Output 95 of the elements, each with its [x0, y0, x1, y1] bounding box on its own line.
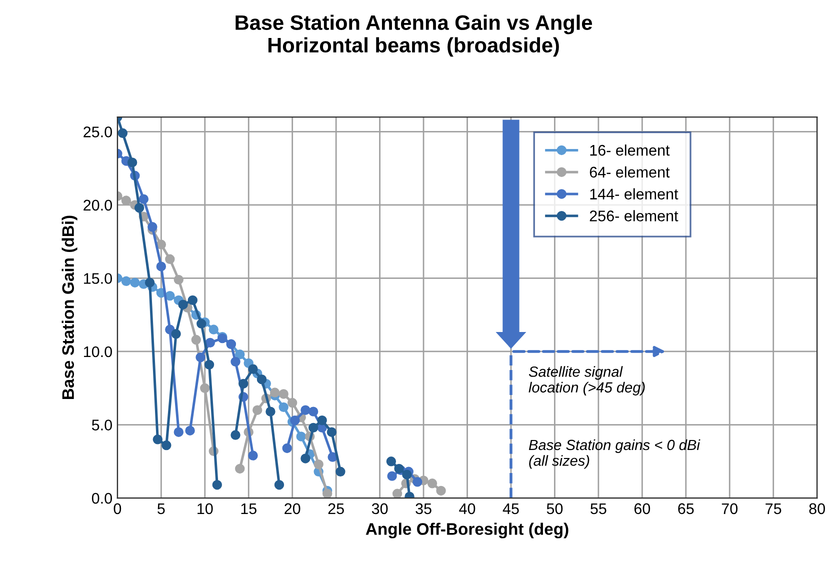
x-tick-label: 75 [766, 503, 782, 514]
point [386, 456, 396, 466]
point [178, 300, 188, 310]
y-axis-title: Base Station Gain (dBi) [62, 216, 78, 400]
point [171, 329, 181, 339]
point [134, 203, 144, 213]
legend-label: 64- element [590, 166, 670, 178]
x-axis-title: Angle Off-Boresight (deg) [366, 522, 568, 538]
point [326, 427, 337, 437]
x-tick-label: 45 [502, 503, 519, 514]
annotation: Base Station gains < 0 dBi (all sizes) [528, 439, 700, 469]
point [174, 274, 184, 285]
y-tick-label: 15.0 [84, 273, 112, 284]
point [174, 427, 184, 437]
point [387, 471, 397, 481]
point [162, 440, 172, 450]
point [156, 262, 166, 272]
point [165, 290, 175, 301]
point [314, 459, 324, 470]
point [392, 488, 402, 498]
point [230, 430, 240, 440]
point [248, 450, 258, 460]
point [196, 352, 206, 362]
point [287, 398, 298, 408]
point [322, 488, 332, 498]
point [148, 222, 158, 232]
annotation: Satellite signal location (>45 deg) [528, 366, 645, 396]
x-tick-label: 50 [546, 503, 563, 514]
x-tick-label: 20 [284, 503, 300, 514]
x-tick-label: 40 [459, 503, 476, 514]
point [235, 350, 245, 360]
point [402, 470, 412, 480]
x-tick-label: 25 [328, 503, 344, 514]
point [191, 334, 202, 345]
point [296, 432, 306, 442]
point [436, 486, 446, 496]
point [208, 324, 218, 334]
x-tick-label: 15 [241, 503, 256, 514]
point [230, 356, 240, 367]
chart-title: Base Station Antenna Gain vs Angle Horizontal beams (broadside) [236, 14, 592, 57]
x-tick-label: 35 [416, 503, 432, 514]
point [127, 158, 138, 168]
legend-label: 144- element [590, 188, 678, 200]
point [196, 318, 206, 329]
legend-label: 16- element [590, 144, 670, 156]
point [278, 389, 288, 399]
point [165, 254, 175, 264]
x-tick-label: 30 [372, 503, 388, 514]
point [130, 278, 140, 288]
point [200, 383, 210, 393]
legend-label: 256- element [590, 210, 678, 222]
point [308, 422, 318, 433]
point [144, 278, 155, 288]
point [282, 443, 292, 454]
point [266, 406, 276, 416]
x-tick-label: 5 [158, 503, 165, 514]
point [270, 388, 280, 398]
point [235, 464, 245, 474]
point [138, 194, 149, 204]
point [274, 480, 284, 490]
x-tick-label: 0 [114, 503, 122, 514]
point [212, 480, 222, 490]
x-tick-label: 65 [678, 503, 694, 514]
y-tick-label: 25.0 [84, 126, 112, 138]
point [248, 364, 258, 374]
point [300, 454, 310, 464]
point [238, 378, 248, 389]
point [336, 466, 346, 477]
point [256, 374, 267, 384]
point [252, 405, 262, 415]
point [121, 276, 132, 286]
point [118, 128, 128, 138]
y-tick-label: 0.0 [92, 492, 112, 504]
point [278, 402, 288, 412]
x-tick-label: 10 [198, 503, 213, 514]
point [308, 406, 318, 416]
point [152, 434, 163, 444]
point [412, 477, 422, 487]
point [121, 196, 132, 206]
x-tick-label: 70 [722, 503, 738, 514]
point [427, 478, 438, 488]
point [188, 295, 198, 306]
point [205, 338, 215, 348]
point [290, 416, 300, 426]
point [317, 416, 327, 426]
y-tick-label: 20.0 [84, 200, 112, 211]
point [300, 405, 310, 415]
point [204, 360, 214, 370]
y-tick-label: 10.0 [84, 346, 112, 358]
x-tick-label: 60 [634, 503, 650, 514]
x-tick-label: 55 [590, 503, 606, 514]
point [156, 240, 166, 250]
x-tick-label: 80 [809, 503, 825, 514]
y-tick-label: 5.0 [92, 420, 112, 430]
point [185, 426, 195, 436]
